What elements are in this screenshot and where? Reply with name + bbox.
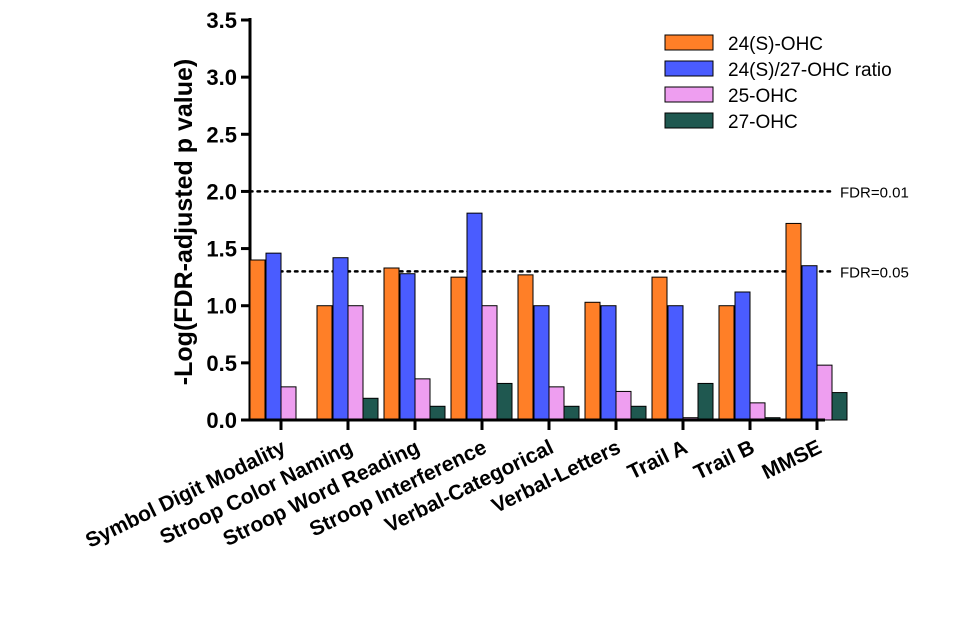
y-tick-label: 2.0 xyxy=(206,179,237,204)
bars xyxy=(249,212,848,421)
bar xyxy=(801,265,818,421)
bar xyxy=(831,392,848,421)
bar xyxy=(481,305,498,421)
legend-label: 27-OHC xyxy=(728,112,798,133)
legend-swatch xyxy=(664,112,714,129)
threshold-label: FDR=0.05 xyxy=(840,264,909,281)
bar xyxy=(667,305,684,421)
y-tick-label: 0.0 xyxy=(206,408,237,433)
bar xyxy=(718,305,735,421)
legend-swatch xyxy=(664,60,714,77)
bar xyxy=(517,274,534,421)
bar xyxy=(734,291,751,421)
bar xyxy=(265,252,282,421)
bar xyxy=(651,276,668,421)
bar xyxy=(533,305,550,421)
legend: 24(S)-OHC 24(S)/27-OHC ratio 25-OHC 27-OHC xyxy=(664,34,892,133)
x-tick-label: Trail B xyxy=(690,436,758,485)
x-tick-label: MMSE xyxy=(758,436,825,484)
bar xyxy=(466,212,483,421)
legend-swatch xyxy=(664,86,714,103)
y-tick-label: 2.5 xyxy=(206,122,237,147)
bar xyxy=(548,386,565,421)
y-tick-label: 1.5 xyxy=(206,237,237,262)
bar xyxy=(414,378,431,421)
y-axis: 0.0 0.5 1.0 1.5 2.0 2.5 3.0 3.5 xyxy=(206,8,252,433)
bar xyxy=(450,276,467,421)
y-tick-label: 3.0 xyxy=(206,65,237,90)
legend-label: 24(S)-OHC xyxy=(728,34,823,55)
bar xyxy=(383,267,400,421)
y-tick-label: 0.5 xyxy=(206,351,237,376)
bar xyxy=(399,273,416,421)
bar xyxy=(615,390,632,421)
bar xyxy=(496,382,513,421)
bar xyxy=(347,305,364,421)
bar xyxy=(429,405,446,421)
bar xyxy=(816,364,833,421)
bar xyxy=(332,257,349,421)
threshold-label: FDR=0.01 xyxy=(840,184,909,201)
y-axis-label: -Log(FDR-adjusted p value) xyxy=(170,59,198,385)
bar xyxy=(249,259,266,421)
legend-label: 24(S)/27-OHC ratio xyxy=(728,60,892,81)
bar xyxy=(584,301,601,421)
legend-label: 25-OHC xyxy=(728,86,798,107)
bar xyxy=(749,402,766,421)
bar xyxy=(600,305,617,421)
bar xyxy=(630,405,647,421)
x-tick-label: Trail A xyxy=(624,436,691,484)
legend-swatch xyxy=(664,34,714,51)
bar xyxy=(280,386,297,421)
y-tick-label: 3.5 xyxy=(206,8,237,33)
bar xyxy=(563,405,580,421)
bar xyxy=(697,382,714,421)
bar xyxy=(316,305,333,421)
bar xyxy=(362,397,379,421)
bar xyxy=(785,222,802,421)
y-tick-label: 1.0 xyxy=(206,294,237,319)
